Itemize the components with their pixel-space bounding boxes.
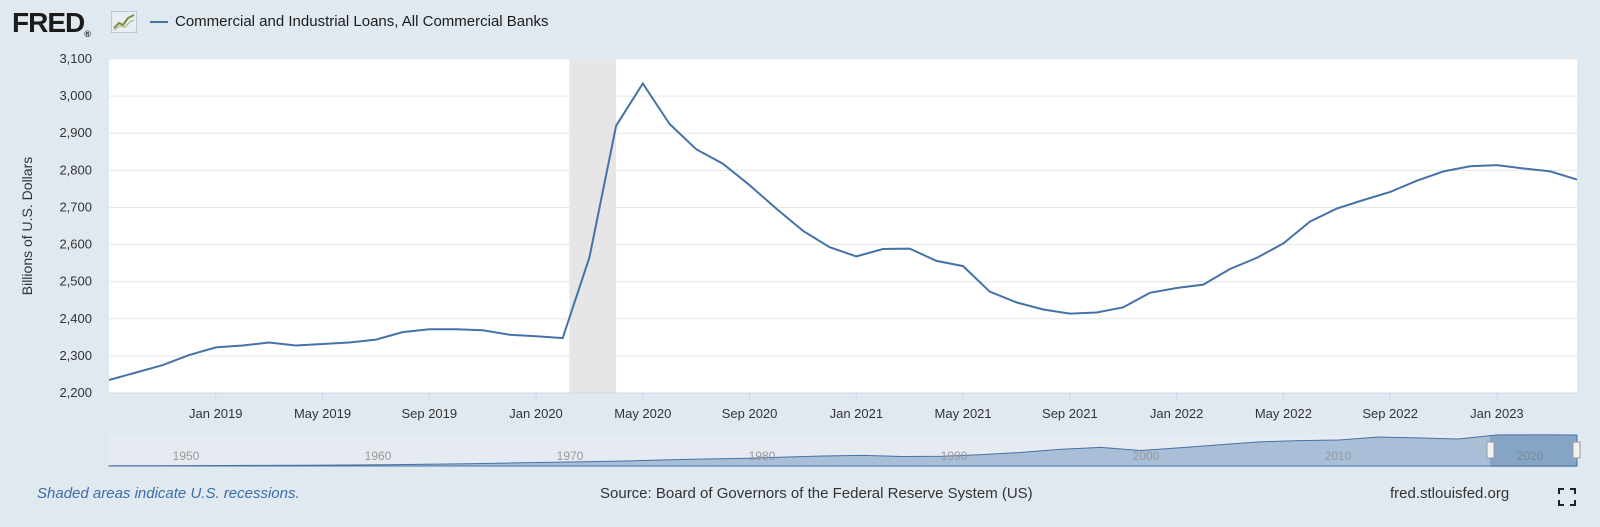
navigator-handle-left[interactable] [1486, 441, 1495, 459]
navigator-year-label: 1990 [941, 449, 968, 463]
source-text: Source: Board of Governors of the Federa… [600, 485, 1033, 502]
plot-background [109, 59, 1577, 393]
x-tick-label: May 2019 [294, 406, 351, 421]
navigator-year-label: 2000 [1133, 449, 1160, 463]
chart-header: FRED® Commercial and Industrial Loans, A… [0, 0, 1600, 48]
fullscreen-icon[interactable] [1558, 488, 1576, 506]
series-legend[interactable]: Commercial and Industrial Loans, All Com… [150, 13, 548, 30]
x-tick-label: Jan 2022 [1150, 406, 1204, 421]
recession-note[interactable]: Shaded areas indicate U.S. recessions. [37, 485, 300, 502]
y-tick-label: 2,500 [59, 274, 92, 289]
y-tick-label: 2,700 [59, 199, 92, 214]
recession-band [569, 59, 617, 393]
x-tick-label: May 2020 [614, 406, 671, 421]
chart-line-icon [111, 11, 137, 33]
navigator-year-label: 1970 [557, 449, 584, 463]
legend-series-name: Commercial and Industrial Loans, All Com… [175, 13, 549, 30]
fred-logo[interactable]: FRED® [12, 7, 91, 39]
range-navigator[interactable]: 1950 1960 1970 1980 1990 2000 2010 2020 [108, 434, 1581, 467]
fred-logo-text: FRED [12, 7, 85, 38]
registered-mark: ® [84, 29, 91, 39]
navigator-year-label: 1980 [749, 449, 776, 463]
site-link[interactable]: fred.stlouisfed.org [1390, 485, 1510, 502]
y-tick-label: 2,800 [59, 162, 92, 177]
y-tick-label: 2,900 [59, 125, 92, 140]
x-tick-label: Jan 2019 [189, 406, 243, 421]
x-tick-label: Sep 2021 [1042, 406, 1098, 421]
y-tick-layer: 2,200 2,300 2,400 2,500 2,600 2,700 2,800 2,900… [59, 51, 92, 400]
y-tick-label: 2,600 [59, 237, 92, 252]
chart-svg: 2,200 2,300 2,400 2,500 2,600 2,700 2,800 2,900… [59, 51, 1581, 467]
y-tick-label: 2,400 [59, 311, 92, 326]
y-tick-label: 3,000 [59, 88, 92, 103]
x-tick-label: Sep 2019 [401, 406, 457, 421]
navigator-selection[interactable] [1490, 435, 1577, 467]
navigator-year-label: 2020 [1517, 449, 1544, 463]
x-tick-label: Sep 2020 [722, 406, 778, 421]
y-tick-label: 3,100 [59, 51, 92, 66]
navigator-area [108, 434, 1578, 467]
navigator-year-label: 1960 [365, 449, 392, 463]
y-tick-label: 2,300 [59, 348, 92, 363]
x-tick-label: May 2022 [1255, 406, 1312, 421]
x-tick-label: Sep 2022 [1362, 406, 1418, 421]
navigator-handle-right[interactable] [1572, 441, 1581, 459]
navigator-year-labels: 1950 1960 1970 1980 1990 2000 2010 2020 [173, 449, 1544, 463]
x-tick-layer: Jan 2019 May 2019 Sep 2019 Jan 2020 May 2020… [109, 392, 1577, 421]
x-tick-label: May 2021 [935, 406, 992, 421]
legend-swatch [150, 20, 168, 23]
series-line[interactable] [108, 81, 1578, 381]
y-tick-label: 2,200 [59, 385, 92, 400]
recession-layer [569, 59, 617, 393]
navigator-year-label: 2010 [1325, 449, 1352, 463]
navigator-year-label: 1950 [173, 449, 200, 463]
x-tick-label: Jan 2023 [1470, 406, 1524, 421]
x-tick-label: Jan 2020 [509, 406, 563, 421]
x-tick-label: Jan 2021 [830, 406, 884, 421]
